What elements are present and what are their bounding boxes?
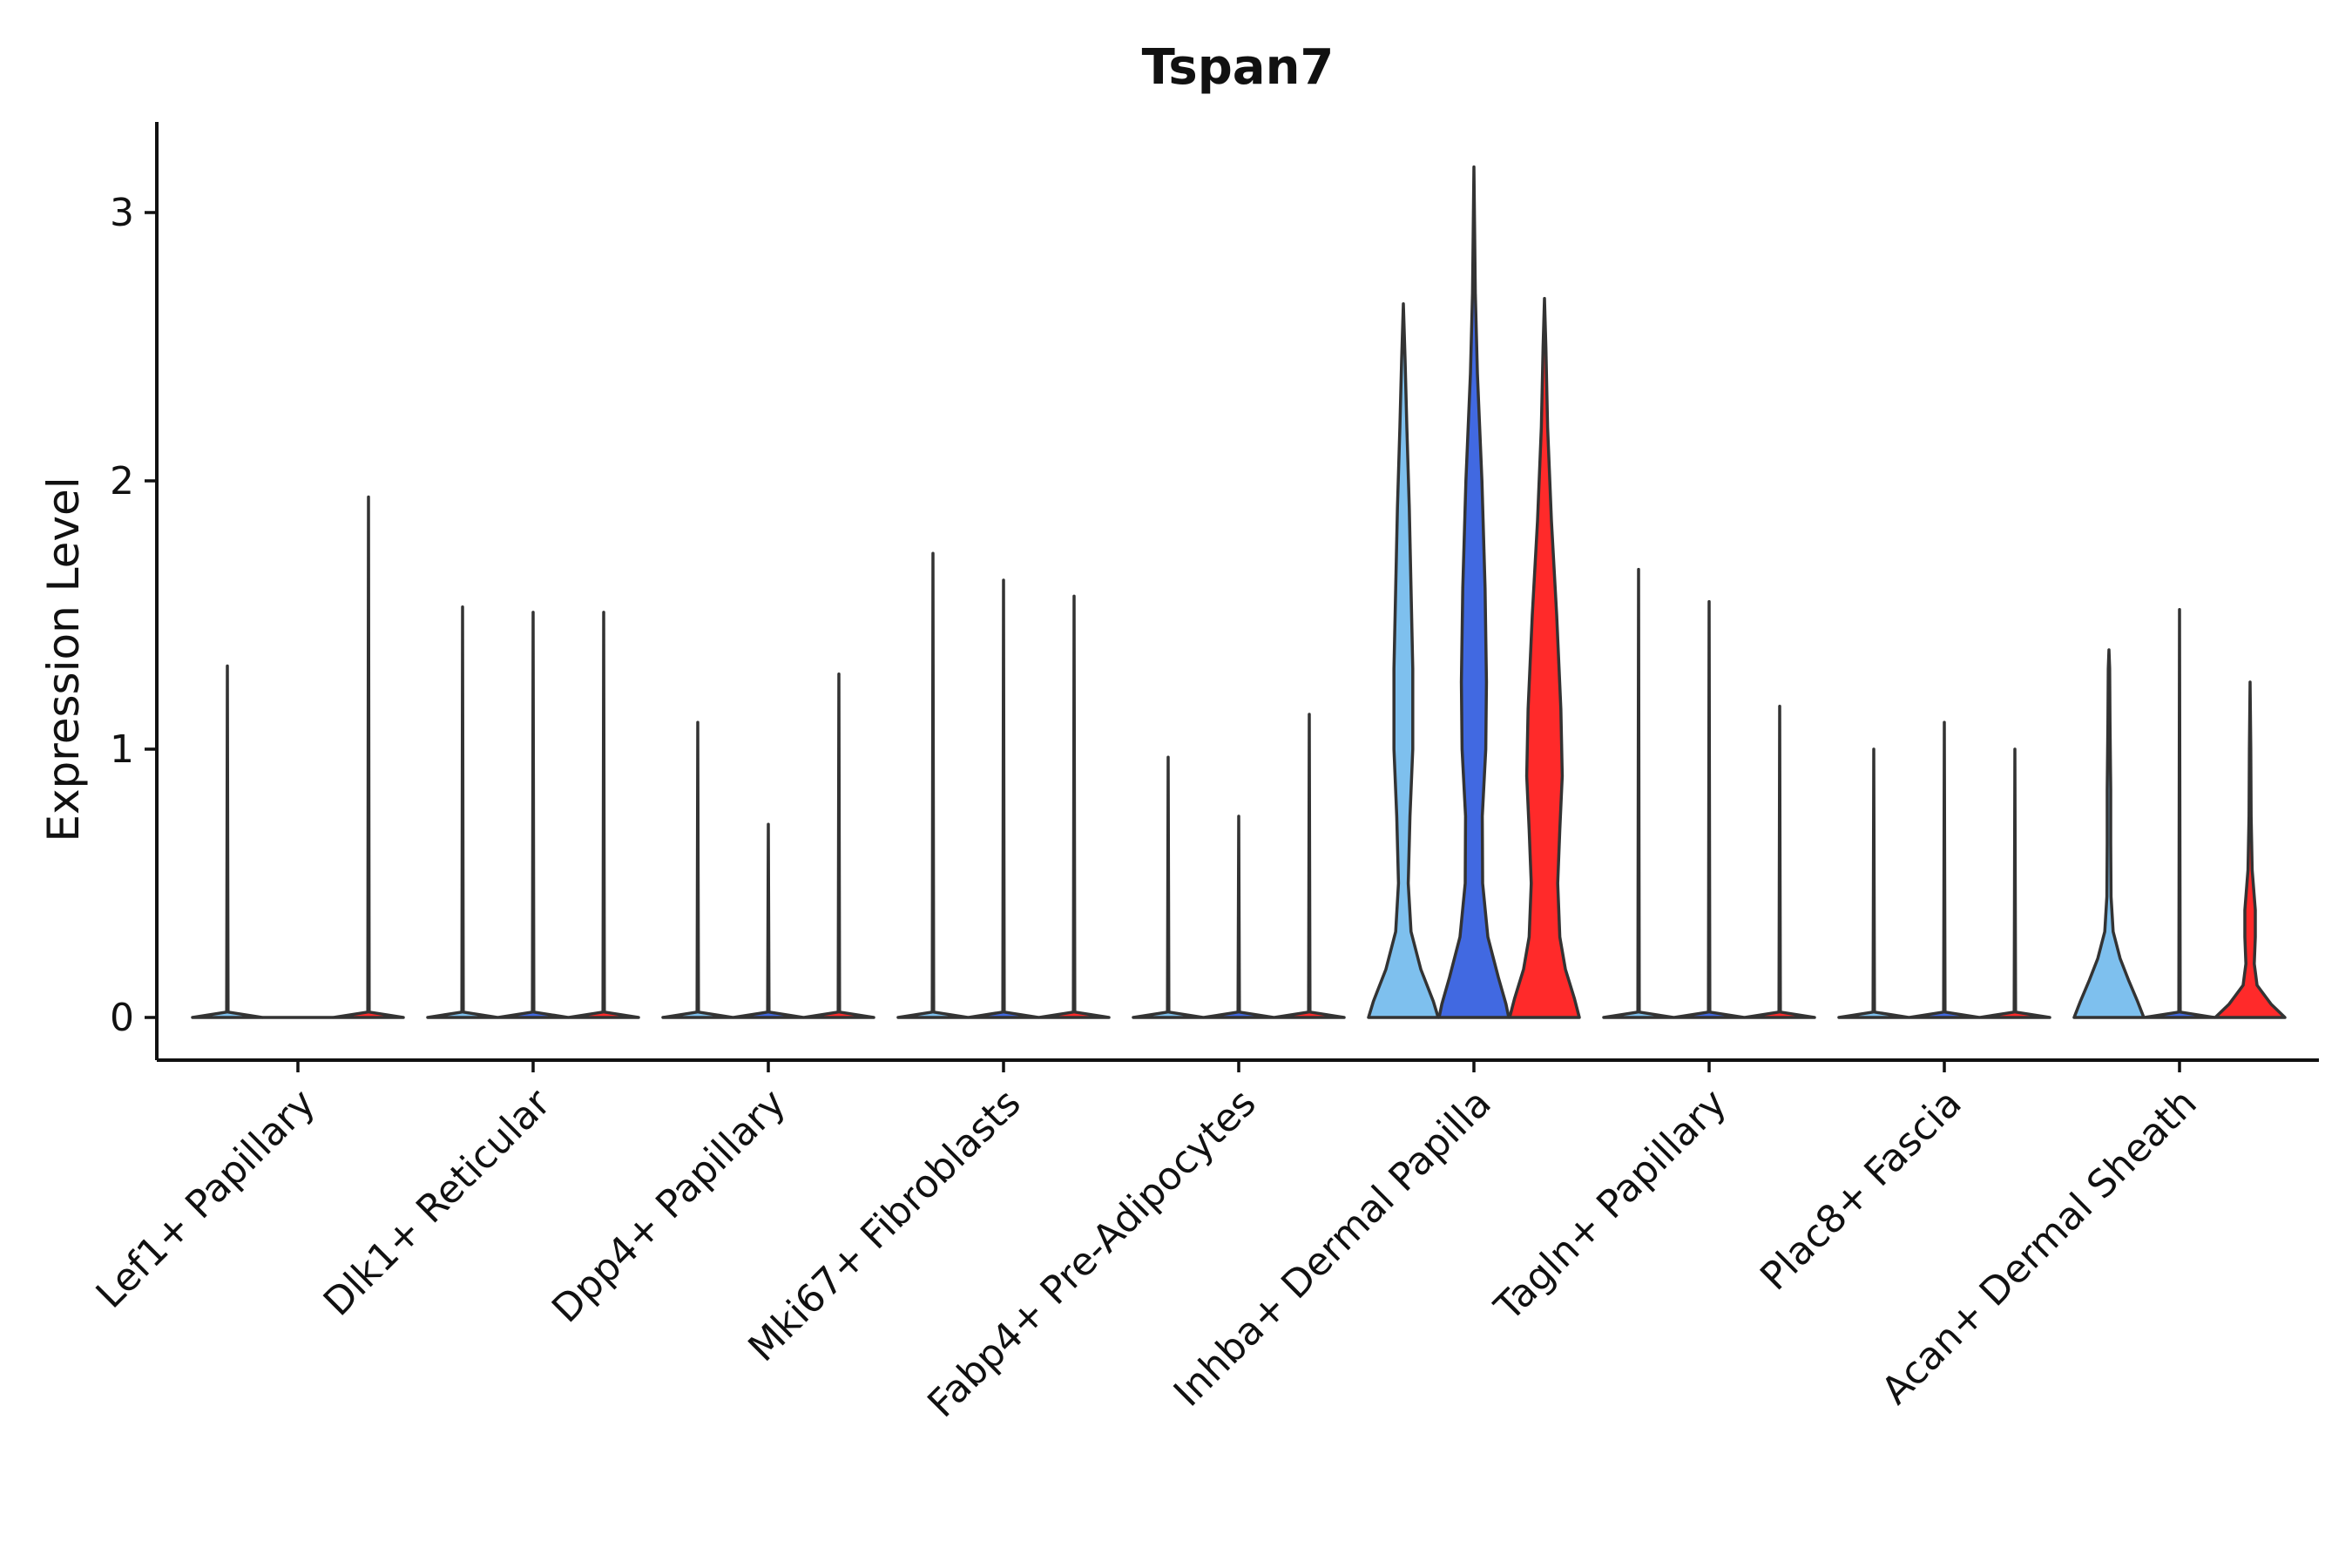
x-tick-label: Lef1+ Papillary xyxy=(88,1081,324,1317)
x-tick-label: Dpp4+ Papillary xyxy=(544,1081,794,1332)
violin xyxy=(1273,713,1346,1019)
violin xyxy=(2143,608,2216,1019)
violin xyxy=(661,720,734,1019)
violin xyxy=(1367,301,1440,1019)
x-tick-label: Dlk1+ Reticular xyxy=(315,1080,560,1325)
violin xyxy=(1132,755,1205,1019)
y-ticks: 0 1 2 3 xyxy=(110,191,157,1040)
violin xyxy=(497,611,570,1019)
violin xyxy=(1037,594,1111,1019)
x-tick-label: Tagln+ Papillary xyxy=(1486,1081,1735,1330)
violin xyxy=(1837,747,1910,1019)
violin xyxy=(191,664,264,1019)
violin xyxy=(1978,747,2051,1019)
violin xyxy=(802,672,875,1019)
y-axis-label: Expression Level xyxy=(38,476,89,841)
violin-layer xyxy=(191,165,2287,1019)
violin xyxy=(1202,814,1275,1019)
chart-title: Tspan7 xyxy=(1142,39,1335,96)
violin xyxy=(967,578,1040,1019)
violin xyxy=(1673,599,1746,1019)
y-tick-label: 2 xyxy=(110,459,134,504)
violin xyxy=(1908,720,1981,1019)
y-tick-label: 0 xyxy=(110,996,134,1040)
y-tick-label: 1 xyxy=(110,727,134,772)
violin xyxy=(1508,296,1581,1019)
violin xyxy=(1437,165,1511,1019)
violin xyxy=(732,822,805,1019)
violin xyxy=(2213,680,2287,1019)
violin xyxy=(332,495,405,1019)
x-tick-label: Plac8+ Fascia xyxy=(1752,1081,1970,1300)
violin xyxy=(2072,648,2146,1019)
violin xyxy=(426,605,499,1019)
violin xyxy=(1743,704,1816,1019)
violin xyxy=(1602,567,1675,1019)
y-tick-label: 3 xyxy=(110,191,134,235)
violin xyxy=(896,551,970,1019)
violin xyxy=(567,611,640,1019)
